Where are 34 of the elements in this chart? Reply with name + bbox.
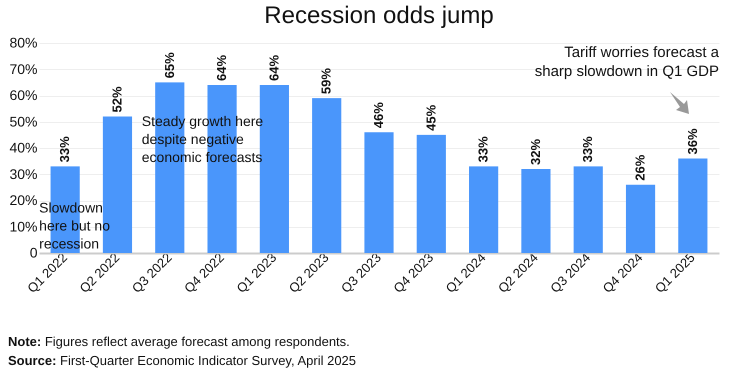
data-label: 65% xyxy=(162,52,177,78)
data-label: 33% xyxy=(580,136,596,162)
y-tick-label: 80% xyxy=(9,34,38,50)
bar xyxy=(626,184,656,253)
y-tick-label: 20% xyxy=(9,192,38,208)
bar xyxy=(678,158,708,253)
source-note: Source: First-Quarter Economic Indicator Survey, April 2025 xyxy=(8,352,356,370)
bar xyxy=(364,132,394,253)
data-label: 26% xyxy=(632,154,648,181)
data-label: 64% xyxy=(214,54,230,81)
annotation: Tariff worries forecast a sharp slowdown in Q1 GDP xyxy=(534,44,720,80)
bar xyxy=(521,169,551,253)
data-label: 59% xyxy=(318,68,334,94)
y-tick-label: 30% xyxy=(9,166,38,182)
text: Note: Figures reflect average forecast among respondents. xyxy=(8,333,351,351)
y-tick-label: 0 xyxy=(30,244,38,260)
data-label: 32% xyxy=(528,138,543,165)
data-label: 64% xyxy=(266,54,282,81)
bar xyxy=(312,98,342,253)
data-label: 46% xyxy=(371,102,386,128)
y-tick-label: 50% xyxy=(9,113,38,130)
data-label: 36% xyxy=(684,128,700,154)
y-tick-label: 40% xyxy=(9,140,38,156)
data-label: 52% xyxy=(109,86,124,112)
data-label: 45% xyxy=(423,104,438,131)
data-label: 33% xyxy=(57,136,72,162)
bar xyxy=(469,166,498,253)
chart-title: Recession odds jump xyxy=(264,2,494,29)
bar xyxy=(574,166,603,253)
y-tick-label: 70% xyxy=(9,60,38,77)
y-tick-label: 60% xyxy=(9,87,38,103)
y-tick-label: 10% xyxy=(9,218,38,234)
data-label: 33% xyxy=(476,136,491,162)
bar xyxy=(416,134,446,253)
